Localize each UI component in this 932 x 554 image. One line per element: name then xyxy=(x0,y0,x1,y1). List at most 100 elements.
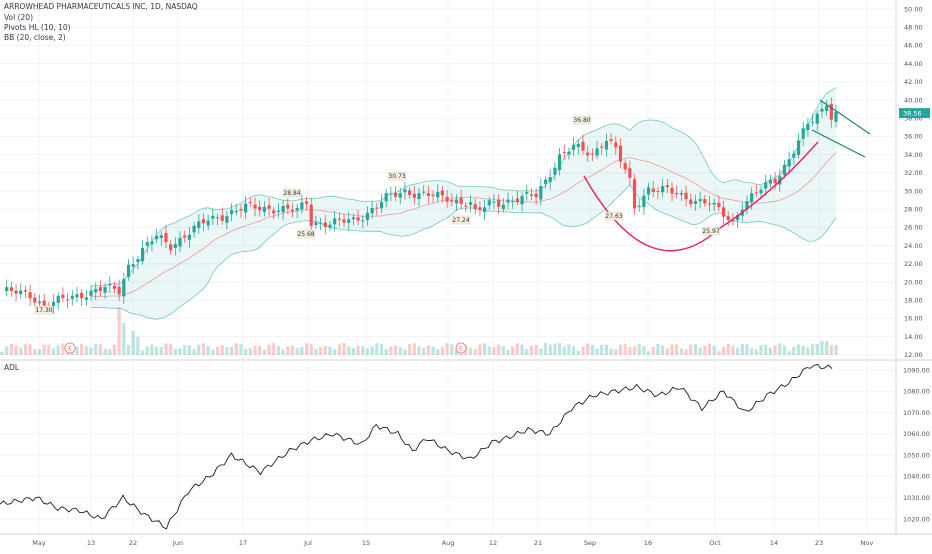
volume-bar xyxy=(689,344,693,355)
candle-body xyxy=(164,233,168,243)
volume-bar xyxy=(244,348,248,355)
candle-body xyxy=(595,148,599,156)
pivot-label: 27.63 xyxy=(605,211,623,221)
pivot-label: 36.80 xyxy=(573,115,591,125)
candle-body xyxy=(679,193,683,195)
time-axis-tick-label: 16 xyxy=(644,539,652,547)
volume-bar xyxy=(426,345,430,355)
pivot-labels: 17.30 28.84 25.68 30.73 27.24 36.80 27.63 25.97 xyxy=(35,115,720,315)
candle-body xyxy=(286,204,290,209)
volume-bar xyxy=(787,351,791,355)
volume-bar xyxy=(768,347,773,355)
volume-bar xyxy=(750,348,754,355)
pivot-label: 28.84 xyxy=(283,188,301,198)
candle-body xyxy=(267,205,271,209)
volume-bar xyxy=(0,352,4,355)
pivot-label-text: 25.68 xyxy=(297,231,314,238)
volume-bar xyxy=(525,349,529,355)
time-axis-tick-label: Jun xyxy=(172,539,183,547)
candle-body xyxy=(183,235,187,238)
candle-body xyxy=(136,259,140,262)
pivot-label-text: 27.24 xyxy=(452,217,469,224)
candle-body xyxy=(534,193,538,198)
candle-body xyxy=(253,204,257,209)
volume-bar xyxy=(75,346,79,355)
volume-bar xyxy=(408,344,412,355)
candle-body xyxy=(750,193,754,203)
candle-body xyxy=(497,199,501,207)
price-axis-tick-label: 14.00 xyxy=(904,333,923,341)
candle-body xyxy=(736,215,740,221)
price-axis-tick-label: 18.00 xyxy=(904,297,923,305)
volume-bar xyxy=(80,344,84,355)
pivot-label-text: 36.80 xyxy=(573,117,590,124)
volume-bar xyxy=(440,346,445,355)
candle-body xyxy=(539,186,543,200)
candle-body xyxy=(126,264,131,278)
candle-body xyxy=(548,177,552,182)
candle-body xyxy=(333,218,337,225)
candle-body xyxy=(112,285,117,289)
candle-body xyxy=(37,301,42,304)
volume-bar xyxy=(169,344,173,355)
volume-bar xyxy=(520,344,524,355)
adl-axis-tick-label: 1060.00 xyxy=(903,430,930,438)
pivot-label: 27.24 xyxy=(452,215,470,225)
volume-bar xyxy=(319,347,323,355)
price-axis-tick-label: 46.00 xyxy=(904,42,923,50)
candle-body xyxy=(201,219,206,224)
volume-bar xyxy=(347,346,351,355)
volume-bar xyxy=(337,344,341,355)
volume-bar xyxy=(356,345,360,355)
volume-bar xyxy=(61,343,65,355)
adl-axis-tick-label: 1080.00 xyxy=(903,388,930,396)
volume-bar xyxy=(623,343,627,355)
candle-body xyxy=(28,292,32,299)
candle-body xyxy=(543,179,548,184)
candle-body xyxy=(169,244,173,251)
price-axis-tick-label: 28.00 xyxy=(904,206,923,214)
candle-body xyxy=(365,212,370,221)
price-axis-tick-label: 44.00 xyxy=(904,60,923,68)
candle-body xyxy=(459,197,463,204)
pivot-label-box xyxy=(573,115,591,125)
volume-bar xyxy=(801,346,805,355)
volume-bar xyxy=(197,344,201,355)
candle-body xyxy=(65,299,70,301)
grid-lines xyxy=(0,0,932,535)
volume-bar xyxy=(721,346,726,355)
volume-bar xyxy=(820,341,824,355)
candle-body xyxy=(628,168,632,178)
volume-bar xyxy=(258,345,262,355)
volume-bar xyxy=(300,346,304,355)
candle-body xyxy=(440,190,445,196)
candle-body xyxy=(239,208,243,211)
volume-bar xyxy=(656,343,660,355)
candle-body xyxy=(215,217,220,219)
bollinger-bands xyxy=(90,87,837,320)
pivot-label-box xyxy=(35,305,53,315)
volume-bar xyxy=(5,346,9,355)
volume-bar xyxy=(89,347,93,355)
adl-line xyxy=(0,363,833,530)
time-axis-tick-label: 15 xyxy=(362,539,370,547)
candle-body xyxy=(665,185,669,188)
candle-body xyxy=(295,208,299,211)
volume-bar xyxy=(501,346,505,355)
candle-body xyxy=(482,207,487,213)
candle-body xyxy=(478,207,482,210)
candle-body xyxy=(314,222,318,226)
volume-bar xyxy=(815,343,819,355)
earnings-marker-label: E xyxy=(68,346,72,353)
volume-bar xyxy=(576,350,580,355)
time-axis-tick-label: 23 xyxy=(815,539,823,547)
candle-body xyxy=(422,191,426,193)
candle-body xyxy=(553,167,557,175)
pivot-label: 25.97 xyxy=(702,226,720,236)
time-axis-tick-label: Sep xyxy=(584,539,596,547)
indicator-pivots-label: Pivots HL (10, 10) xyxy=(4,23,71,32)
pivot-label-box xyxy=(702,226,720,236)
volume-bar xyxy=(164,343,168,355)
volume-bar xyxy=(239,344,243,355)
